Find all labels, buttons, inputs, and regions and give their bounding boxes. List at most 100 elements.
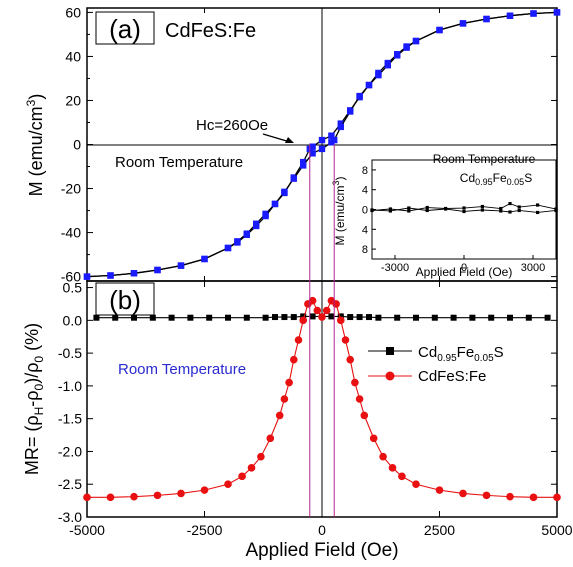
panel-b-ylabel: MR= (ρH-ρ0)/ρ0 (%) [22,323,46,475]
panel-b-circle-point [341,336,350,344]
panel-b-circle-point [351,378,359,387]
inset-point [517,208,521,213]
panel-a-ascending-curve [86,11,558,278]
panel-b-ytick-label: -3.0 [58,509,82,525]
panel-b-square-point [187,314,194,321]
panel-a-descending-point [300,158,307,166]
panel-b-circle-point [355,395,364,403]
panel-b-ytick-label: -0.5 [58,345,82,361]
inset-point [370,208,374,212]
panel-a-ytick-label: 20 [65,92,81,108]
panel-a-ytick-label: -60 [61,269,81,285]
panel-a-label: (a) [109,14,141,44]
inset-point [388,209,392,213]
legend-label-fe: CdFeS:Fe [418,368,486,385]
panel-a-ascending-point [553,9,561,16]
panel-b-circle-point [459,489,467,498]
panel-b-ytick-label: -2.5 [58,476,82,492]
panel-b-circle-point [130,492,138,501]
panel-a-ascending-point [271,200,279,208]
panel-a-title: CdFeS:Fe [165,20,256,42]
inset-xtick-label: 3000 [521,262,545,274]
legend-marker-fe [385,371,395,381]
panel-a-descending-point [337,120,344,127]
panel-b-square-point [488,314,495,321]
panel-a-ytick-label: 0 [73,137,81,153]
inset-ytick-label: 4 [362,185,368,197]
panel-b-circle-point [412,480,420,489]
panel-b-circle-point [275,411,284,420]
panel-a-ascending-point [318,145,326,153]
panel-b-square-point [469,314,476,321]
panel-a-ascending-point [83,273,91,280]
panel-b-circle-point [308,296,317,305]
panel-b-square-point [206,314,213,321]
inset-ytick-label: 4 [362,224,368,236]
coercive-field-markers [309,144,335,517]
panel-a-ascending-point [253,222,260,230]
panel-a-descending-point [328,132,335,139]
panel-b-circle-point [318,313,326,321]
panel-b-square-point [366,314,372,321]
panel-b-circle-point [153,491,162,500]
panel-b-circle-point [266,434,275,443]
panel-b-xtick-label: 5000 [541,522,572,538]
panel-b: 0.5 0.0 -0.5 -1.0 -1.5 -2.0 -2.5 -3.0-5000 -2500… [22,280,573,561]
panel-b-square-point [431,314,438,321]
panel-b-circle-point [553,493,561,502]
panel-b-square-point [149,314,156,321]
inset-point [508,201,512,206]
panel-b-square-point [450,314,457,321]
panel-b-circle-point [379,452,387,461]
panel-b-xtick-label: -2500 [187,522,223,538]
inset-legend: Cd0.95Fe0.05S [460,171,532,187]
inset-series [370,201,558,215]
panel-b-square-point [112,314,119,321]
panel-b-label-box [95,282,155,316]
panel-b-circle-point [200,486,209,494]
inset-curve [371,203,557,212]
inset-point [499,206,503,211]
panel-b-ytick-label: -2.0 [58,443,82,459]
panel-a-ascending-point [154,266,161,274]
inset-xlabel: Applied Field (Oe) [416,265,513,279]
panel-a-ascending-point [224,244,232,252]
panel-b-square-point [168,314,175,321]
panel-b-square-point [300,313,307,320]
panel-a-label-box [95,11,155,45]
panel-b-circle-point [369,434,378,443]
panel-a-ascending-point [107,272,114,279]
panel-b-circle-point [322,306,331,315]
panel-b-square-point [290,314,297,321]
panel-b-square-point [525,314,532,321]
panel-b-square-point [328,313,335,320]
panel-b-square-point [544,314,551,321]
panel-b-square-point [347,314,354,321]
panel-b-square-point [394,314,401,321]
panel-a-ascending-point [436,26,443,34]
inset: 8 4 0 4 8 -3000 0 3000 Room Temperature Cd0.95F… [331,152,558,279]
panel-b-circle-point [435,486,444,494]
panel-b-circle-point [285,378,293,387]
inset-point [388,207,392,211]
panel-a-ascending-point [300,162,307,169]
panel-b-circle-point [247,464,256,472]
inset-axes: 8 4 0 4 8 -3000 0 3000 [362,165,545,274]
panel-b-square-point [93,314,100,321]
inset-point [536,210,540,215]
panel-a-ascending-point [262,212,269,220]
panel-b-circle-point [360,411,369,420]
panel-b-circle-point [294,336,303,344]
panel-a-ascending-point [337,123,344,131]
panel-b-circle-point [337,316,345,325]
panel-b-circle-point [257,452,265,461]
inset-point [407,209,411,213]
panel-a-room-temp: Room Temperature [115,154,243,171]
panel-a-ascending-point [130,270,138,277]
panel-b-square-point [281,314,288,321]
panel-b-axes: 0.5 0.0 -0.5 -1.0 -1.5 -2.0 -2.5 -3.0-5000 -2500… [58,280,573,538]
panel-b-circle-point [388,464,397,472]
panel-b-circle-point [313,306,322,315]
panel-b-ytick-label: 0.5 [63,280,83,296]
